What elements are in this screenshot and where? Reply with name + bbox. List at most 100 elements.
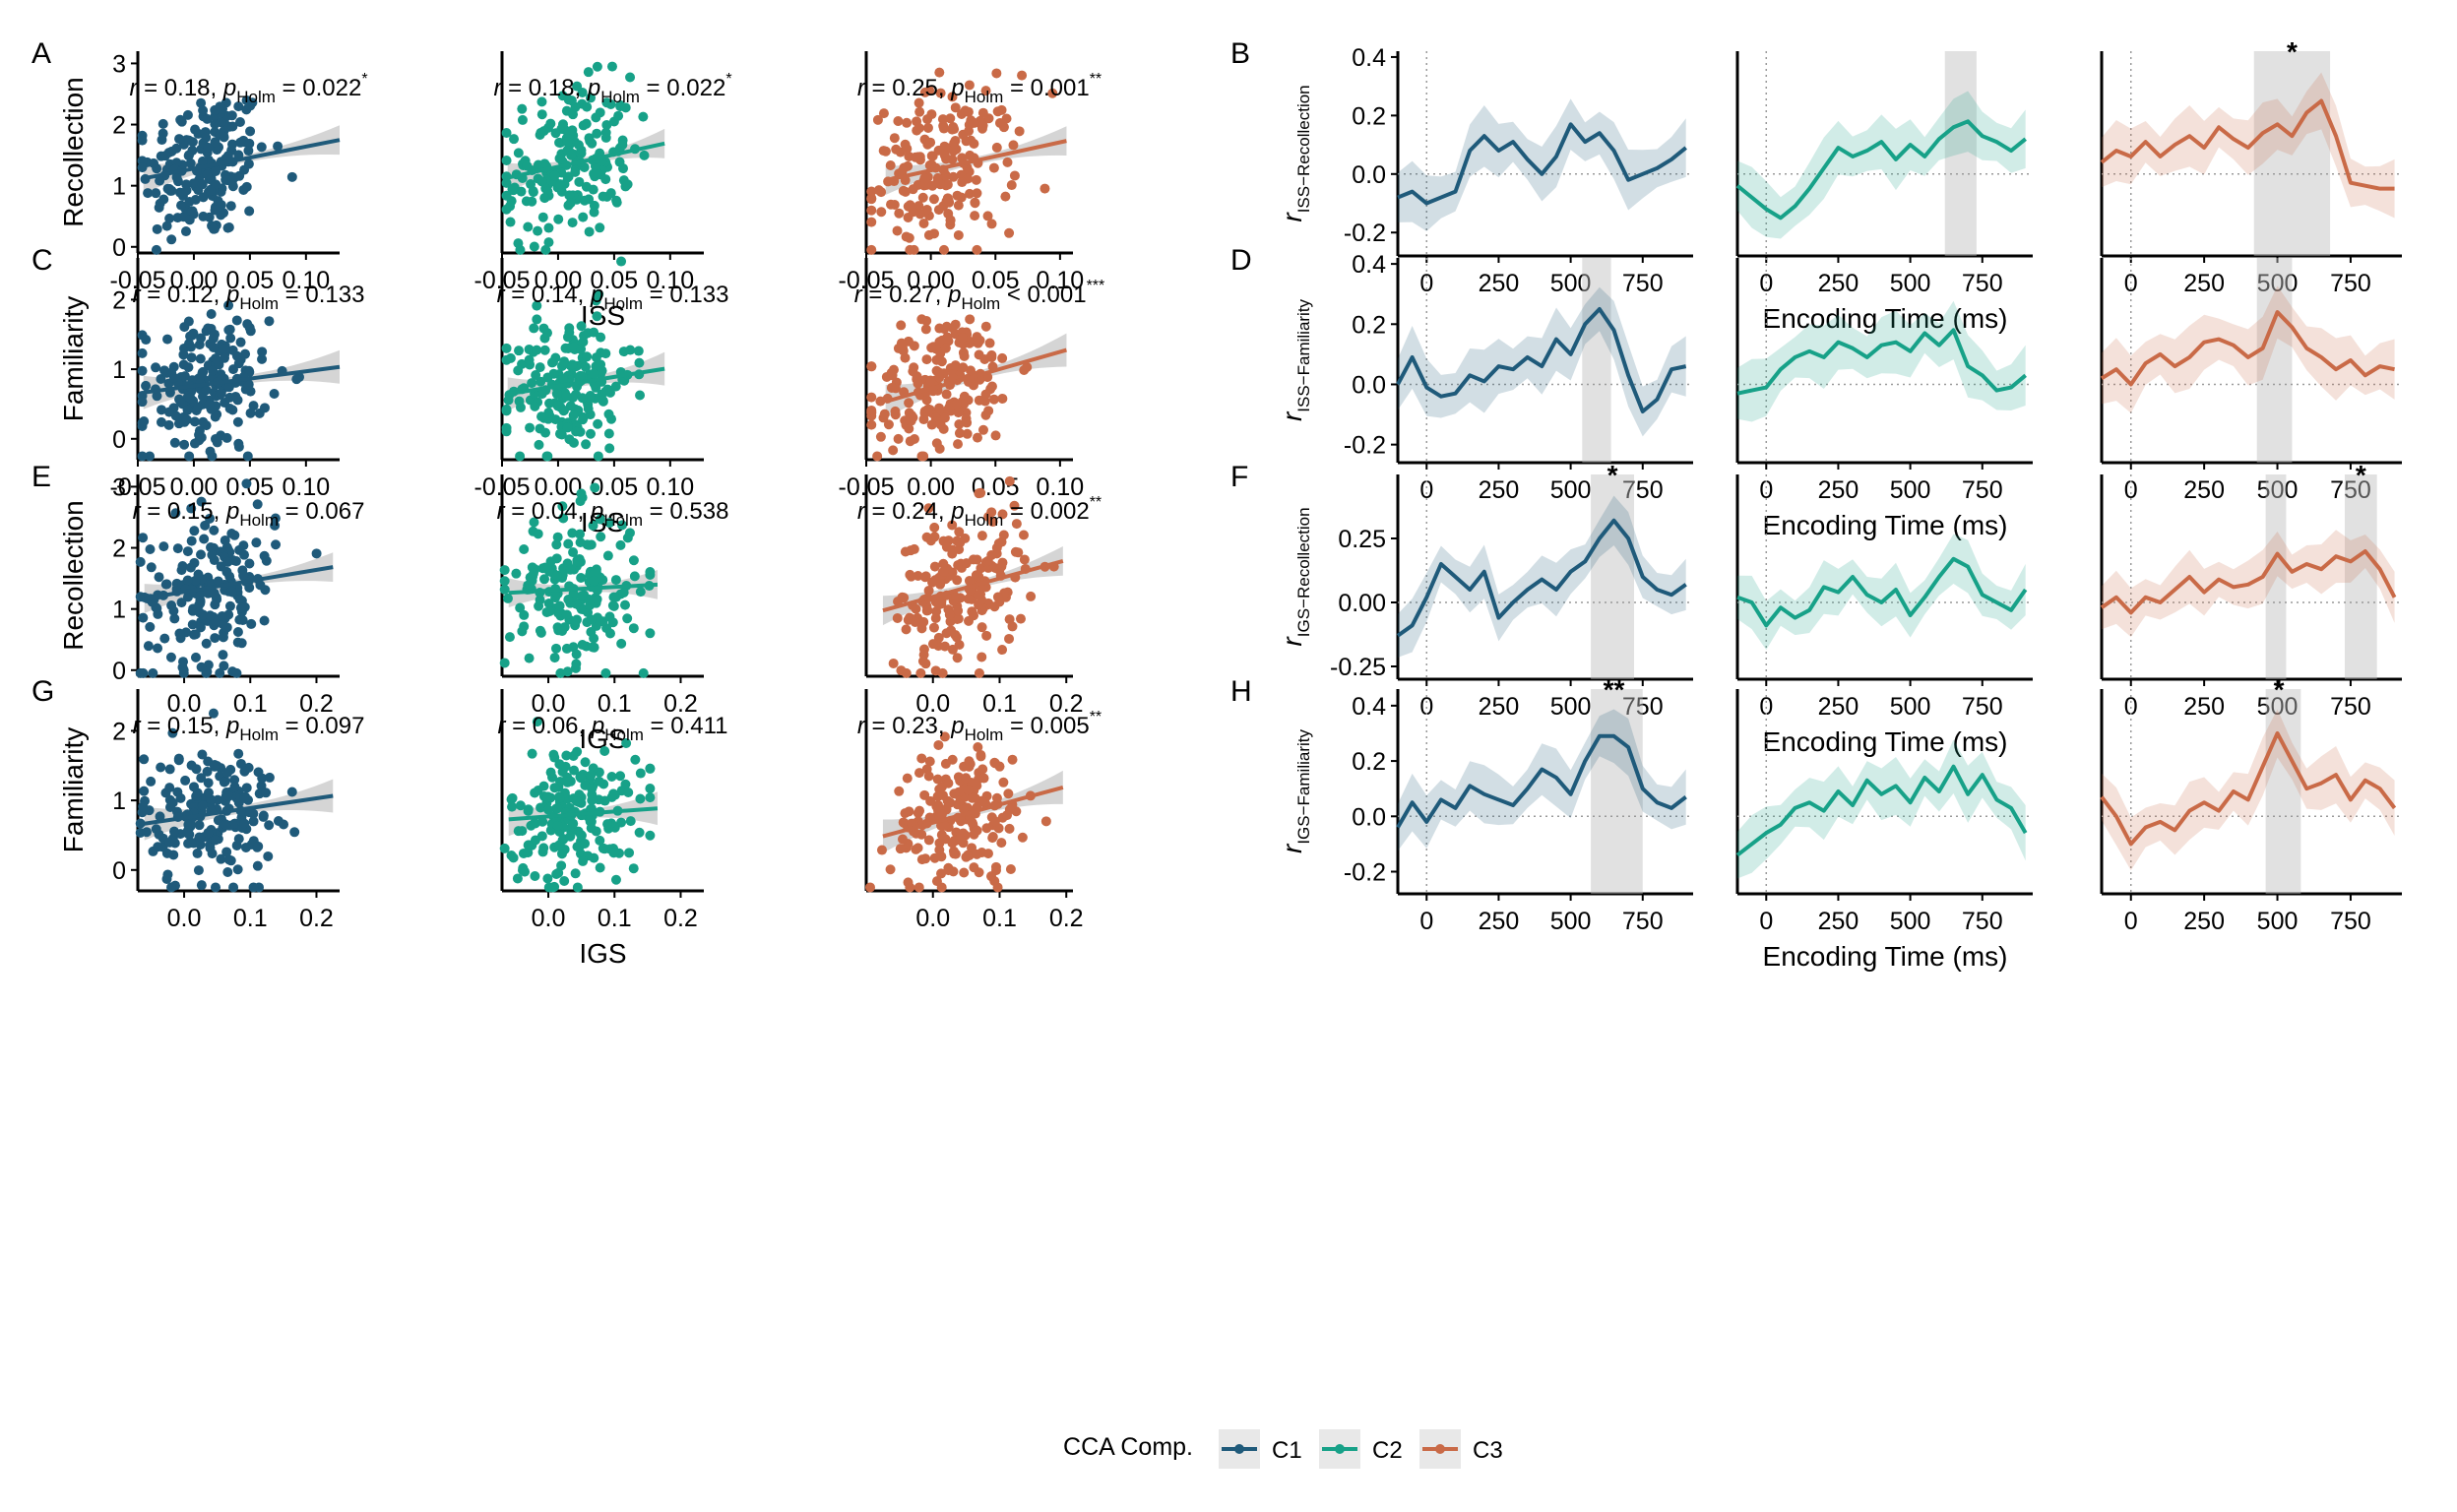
x-tick-label: 500 [2257,476,2299,504]
data-point [900,808,911,819]
data-point [611,195,622,206]
data-point [536,411,547,422]
data-point [253,841,264,851]
data-point [585,599,596,610]
data-point [972,825,982,836]
subplot-C2: 0.0 0.1 0.2r = 0.06, pHolm = 0.411 [497,689,728,932]
data-point [947,520,958,531]
data-point [565,198,576,209]
data-point [991,142,1002,153]
legend-label: C3 [1473,1437,1503,1464]
data-point [193,865,204,876]
data-point [151,188,161,199]
data-point [519,543,530,554]
data-point [163,407,174,417]
data-point [935,88,946,98]
data-point [178,349,189,360]
data-point [980,389,991,400]
data-point [233,834,244,845]
series-line [1397,122,1687,206]
data-point [934,337,945,347]
y-tick-label: 0.0 [1352,371,1386,399]
data-point [499,843,510,853]
data-point [977,764,988,775]
data-point [866,392,877,403]
data-point [200,520,211,531]
data-point [606,791,617,802]
data-point [603,428,614,439]
data-point [139,416,150,427]
x-tick-label: 250 [1479,270,1520,297]
x-tick-label: 0.05 [226,267,275,294]
x-tick-label: 250 [1818,476,1859,504]
data-point [590,482,600,493]
data-point [933,599,944,610]
data-point [520,866,531,877]
data-point [507,184,518,195]
data-point [969,862,979,873]
x-tick-label: 0.10 [1037,267,1085,294]
data-point [135,818,146,829]
data-point [256,142,267,153]
significance-star: ** [1604,674,1625,705]
data-point [604,443,615,454]
data-point [959,867,970,878]
data-point [962,850,973,861]
data-point [622,533,633,543]
data-point [903,877,914,888]
data-point [588,368,598,379]
data-point [921,532,932,542]
data-point [898,185,909,196]
data-point [523,804,534,815]
data-point [933,205,944,216]
data-point [197,179,208,190]
panel-letter-G: G [32,675,54,708]
data-point [923,585,934,596]
data-point [902,144,913,155]
series-line [1735,119,2027,220]
data-point [958,362,969,373]
x-tick-label: 0.10 [282,473,330,501]
data-point [227,181,238,192]
data-point [976,751,986,762]
data-point [239,766,250,777]
data-point [235,337,246,347]
data-point [554,792,565,803]
data-point [920,324,931,335]
y-axis-label: Recollection [58,77,89,227]
data-point [880,146,891,157]
data-point [547,882,558,893]
data-point [233,748,244,759]
data-point [872,451,883,462]
data-point [548,368,559,379]
data-point [137,347,148,358]
data-point [934,845,945,855]
data-point [570,616,581,627]
data-point [568,750,579,761]
y-tick-label: -0.25 [1330,654,1386,681]
data-point [192,848,203,858]
data-point [215,667,225,678]
data-point [543,598,554,608]
data-point [926,419,937,430]
data-point [913,378,923,389]
data-point [138,533,149,543]
data-point [153,643,163,654]
data-point [273,141,284,152]
x-tick-label: 500 [1550,693,1592,721]
data-point [242,451,253,462]
data-point [198,192,209,203]
subplot-C3: -0.05 0.00 0.05 0.10r = 0.27, pHolm < 0.001… [839,258,1104,501]
data-point [539,562,550,573]
data-point [898,346,909,356]
data-point [515,451,526,462]
y-tick-label: 0 [112,857,126,885]
data-point [536,96,547,107]
data-point [932,791,943,802]
data-point [938,833,949,844]
panel-letter-E: E [32,461,51,493]
y-tick-label: 0.2 [1352,748,1386,776]
x-tick-label: 250 [1479,693,1520,721]
data-point [208,708,219,719]
